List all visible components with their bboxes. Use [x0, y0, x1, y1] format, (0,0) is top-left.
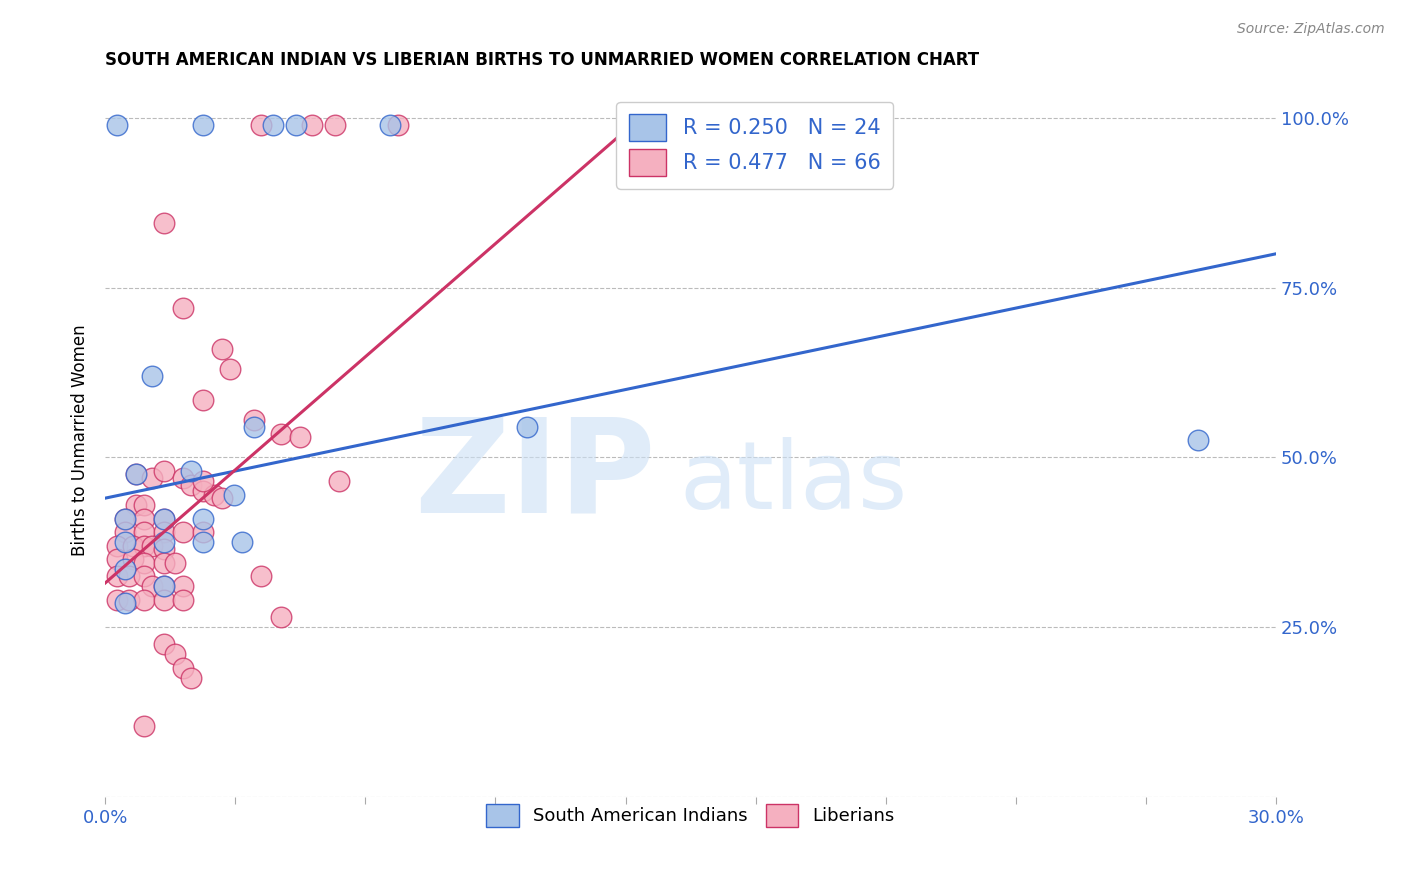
Point [152, 579, 174, 593]
Point [172, 593, 194, 607]
Point [285, 118, 308, 132]
Point [141, 471, 163, 485]
Point [172, 525, 194, 540]
Point [165, 556, 187, 570]
Point [125, 498, 148, 512]
Point [211, 342, 233, 356]
Point [242, 413, 264, 427]
Point [105, 118, 128, 132]
Point [152, 535, 174, 549]
Point [114, 525, 136, 540]
Point [152, 637, 174, 651]
Point [152, 216, 174, 230]
Point [105, 552, 128, 566]
Point [191, 392, 214, 407]
Point [105, 593, 128, 607]
Point [152, 542, 174, 557]
Point [121, 539, 143, 553]
Point [134, 718, 156, 732]
Point [152, 556, 174, 570]
Point [204, 488, 226, 502]
Point [152, 511, 174, 525]
Y-axis label: Births to Unmarried Women: Births to Unmarried Women [72, 325, 89, 557]
Point [172, 579, 194, 593]
Point [270, 426, 292, 441]
Point [250, 118, 273, 132]
Point [328, 474, 350, 488]
Point [134, 593, 156, 607]
Point [250, 569, 273, 583]
Point [134, 539, 156, 553]
Point [191, 535, 214, 549]
Point [290, 430, 312, 444]
Point [165, 647, 187, 661]
Point [134, 525, 156, 540]
Point [114, 535, 136, 549]
Point [105, 569, 128, 583]
Point [231, 535, 253, 549]
Text: ZIP: ZIP [413, 413, 655, 540]
Point [134, 556, 156, 570]
Point [270, 610, 292, 624]
Point [114, 511, 136, 525]
Point [242, 420, 264, 434]
Point [191, 525, 214, 540]
Point [152, 593, 174, 607]
Text: atlas: atlas [679, 437, 907, 529]
Legend: South American Indians, Liberians: South American Indians, Liberians [479, 797, 903, 834]
Point [152, 464, 174, 478]
Point [125, 467, 148, 482]
Point [191, 474, 214, 488]
Point [172, 301, 194, 315]
Point [301, 118, 323, 132]
Point [114, 511, 136, 525]
Point [191, 511, 214, 525]
Point [191, 484, 214, 499]
Point [117, 569, 139, 583]
Point [114, 562, 136, 576]
Point [262, 118, 284, 132]
Point [1187, 434, 1209, 448]
Point [378, 118, 401, 132]
Point [114, 596, 136, 610]
Point [180, 464, 202, 478]
Point [121, 552, 143, 566]
Point [219, 362, 242, 376]
Point [134, 511, 156, 525]
Text: Source: ZipAtlas.com: Source: ZipAtlas.com [1237, 22, 1385, 37]
Point [141, 368, 163, 383]
Point [325, 118, 347, 132]
Point [152, 525, 174, 540]
Point [222, 488, 245, 502]
Point [141, 579, 163, 593]
Point [152, 579, 174, 593]
Point [172, 661, 194, 675]
Point [172, 471, 194, 485]
Point [125, 467, 148, 482]
Point [516, 420, 538, 434]
Point [117, 593, 139, 607]
Point [211, 491, 233, 505]
Point [105, 539, 128, 553]
Point [180, 477, 202, 491]
Point [134, 498, 156, 512]
Point [387, 118, 409, 132]
Text: SOUTH AMERICAN INDIAN VS LIBERIAN BIRTHS TO UNMARRIED WOMEN CORRELATION CHART: SOUTH AMERICAN INDIAN VS LIBERIAN BIRTHS… [105, 51, 980, 69]
Point [180, 671, 202, 685]
Point [152, 511, 174, 525]
Point [191, 118, 214, 132]
Point [134, 569, 156, 583]
Point [141, 539, 163, 553]
